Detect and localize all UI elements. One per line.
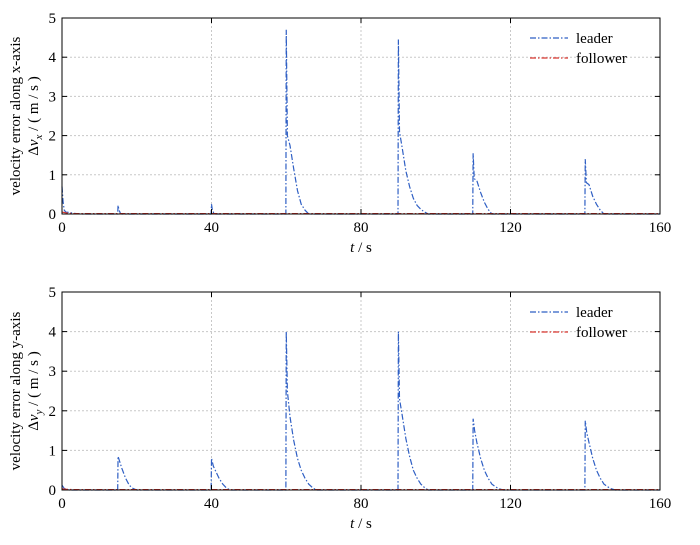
x-tick-label: 120 xyxy=(499,496,522,512)
legend-label-follower: follower xyxy=(576,51,627,67)
x-axis-label-var: t xyxy=(350,240,355,256)
x-axis-label: t / s xyxy=(350,516,372,532)
y-axis-label-sub: y xyxy=(33,409,45,415)
y-axis-label-line2: Δvx / ( m / s ) xyxy=(26,76,45,156)
x-axis-label: t / s xyxy=(350,240,372,256)
y-tick-label: 4 xyxy=(49,325,57,341)
y-axis-label-var: v xyxy=(26,139,42,146)
chart-panel-2: 0 40 80 120 160 0 1 2 3 4 5 t / s velocity error alo… xyxy=(8,285,671,532)
y-tick-label: 2 xyxy=(49,404,57,420)
y-axis-label-unit: / ( m / s ) xyxy=(26,76,42,134)
y-axis-label-symbol: Δ xyxy=(26,146,42,156)
y-axis-label-var: v xyxy=(26,414,42,421)
x-axis-label-var: t xyxy=(350,516,355,532)
y-axis-label-sub: x xyxy=(33,134,45,140)
y-axis-label-symbol: Δ xyxy=(26,421,42,431)
chart-panel-1: 0 40 80 120 160 0 1 2 3 4 5 t / s velocity error alo… xyxy=(8,11,671,256)
x-tick-label: 40 xyxy=(204,220,219,236)
x-tick-label: 120 xyxy=(499,220,522,236)
y-tick-label: 1 xyxy=(49,168,57,184)
y-axis-label-line1: velocity error along y-axis xyxy=(8,311,24,470)
x-tick-label: 160 xyxy=(649,496,672,512)
x-tick-label: 160 xyxy=(649,220,672,236)
y-tick-label: 4 xyxy=(49,50,57,66)
x-tick-label: 40 xyxy=(204,496,219,512)
y-tick-label: 0 xyxy=(49,483,57,499)
y-tick-label: 1 xyxy=(49,443,57,459)
y-tick-label: 0 xyxy=(49,207,57,223)
legend-label-leader: leader xyxy=(576,305,613,321)
y-axis-label-unit: / ( m / s ) xyxy=(26,351,42,409)
y-tick-label: 3 xyxy=(49,364,57,380)
x-tick-label: 80 xyxy=(354,496,369,512)
x-tick-label: 0 xyxy=(58,496,66,512)
series-line-follower xyxy=(61,488,660,491)
y-axis-label-line2: Δvy / ( m / s ) xyxy=(26,351,45,431)
x-axis-label-unit: / s xyxy=(354,516,372,532)
y-tick-label: 3 xyxy=(49,89,57,105)
x-tick-label: 0 xyxy=(58,220,66,236)
series-line-leader xyxy=(61,331,660,491)
x-tick-label: 80 xyxy=(354,220,369,236)
y-tick-label: 5 xyxy=(49,285,57,301)
x-axis-label-unit: / s xyxy=(354,240,372,256)
legend-label-follower: follower xyxy=(576,325,627,341)
y-tick-label: 2 xyxy=(49,129,57,145)
y-axis-label-line1: velocity error along x-axis xyxy=(8,36,24,195)
y-tick-label: 5 xyxy=(49,11,57,27)
legend-label-leader: leader xyxy=(576,31,613,47)
